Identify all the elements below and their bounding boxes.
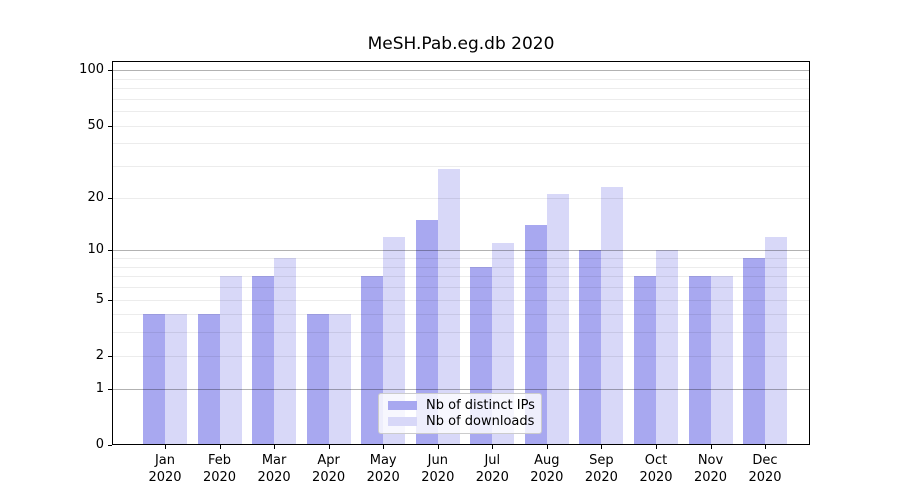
- y-tick-label: 2: [95, 347, 104, 363]
- bar-nb-of-downloads-nov: [710, 276, 733, 445]
- x-tick: [546, 445, 548, 449]
- gridline-minor: [112, 266, 810, 268]
- x-tick: [328, 445, 330, 449]
- gridline-minor: [112, 286, 810, 288]
- legend-label-downloads: Nb of downloads: [426, 414, 535, 430]
- x-tick: [437, 445, 439, 449]
- plot-area: Nb of distinct IPs Nb of downloads 0 1 2 5 1…: [79, 61, 810, 485]
- x-tick-label-oct: Oct 2020: [639, 453, 673, 485]
- x-tick: [656, 445, 657, 449]
- y-tick: [108, 70, 112, 72]
- y-tick: [108, 197, 112, 199]
- chart-title: MeSH.Pab.eg.db 2020: [367, 34, 555, 54]
- x-tick: [165, 445, 166, 449]
- x-tick: [710, 445, 712, 449]
- bar-nb-of-distinct-ips-feb: [197, 314, 220, 445]
- x-tick-label-sep: Sep 2020: [584, 453, 618, 485]
- legend-swatch-downloads: [388, 417, 417, 427]
- legend-swatch-distinct-ips: [388, 400, 417, 410]
- gridline-minor: [112, 125, 810, 127]
- x-tick: [383, 445, 385, 449]
- y-tick-label: 0: [95, 437, 104, 452]
- gridline-minor: [112, 78, 810, 80]
- y-tick-label: 20: [87, 189, 104, 205]
- y-tick-label: 1: [95, 380, 104, 396]
- gridline-minor: [112, 166, 810, 168]
- x-tick-label-jul: Jul 2020: [475, 453, 509, 485]
- x-tick: [219, 445, 221, 449]
- bar-nb-of-downloads-sep: [601, 186, 624, 445]
- legend-label-distinct-ips: Nb of distinct IPs: [426, 397, 535, 413]
- x-tick-label-nov: Nov 2020: [693, 453, 728, 485]
- y-tick-label: 10: [87, 242, 104, 258]
- x-tick: [274, 445, 276, 449]
- bar-nb-of-downloads-jan: [165, 314, 187, 445]
- x-tick-label-dec: Dec 2020: [748, 453, 782, 485]
- gridline-minor: [112, 258, 810, 259]
- bar-nb-of-distinct-ips-jan: [143, 314, 165, 445]
- bar-nb-of-distinct-ips-dec: [743, 258, 766, 445]
- x-tick-label-jun: Jun 2020: [421, 453, 455, 485]
- gridline-minor: [112, 276, 810, 278]
- legend-entry-downloads: Nb of downloads: [388, 414, 535, 430]
- bar-nb-of-distinct-ips-oct: [633, 276, 656, 445]
- bar-nb-of-downloads-dec: [765, 236, 788, 445]
- x-tick-label-apr: Apr 2020: [312, 453, 346, 485]
- bar-nb-of-downloads-feb: [219, 276, 242, 445]
- bar-nb-of-downloads-mar: [274, 258, 297, 445]
- y-tick: [108, 125, 112, 127]
- x-tick-label-may: May 2020: [366, 453, 400, 485]
- y-tick: [108, 445, 112, 446]
- bar-nb-of-downloads-may: [383, 236, 406, 445]
- y-tick-label: 50: [87, 117, 104, 133]
- x-tick-label-jan: Jan 2020: [148, 453, 182, 485]
- bar-nb-of-distinct-ips-aug: [524, 225, 547, 445]
- gridline-minor: [112, 98, 810, 100]
- gridline-minor: [112, 332, 810, 334]
- gridline-minor: [112, 299, 810, 301]
- y-tick-label: 5: [95, 291, 104, 307]
- bar-nb-of-downloads-oct: [655, 250, 678, 445]
- y-tick: [108, 250, 112, 252]
- legend-entry-distinct-ips: Nb of distinct IPs: [388, 397, 535, 413]
- legend: Nb of distinct IPs Nb of downloads: [378, 393, 542, 434]
- gridline-major: [112, 388, 810, 390]
- gridline-minor: [112, 143, 810, 145]
- bar-nb-of-distinct-ips-apr: [306, 314, 329, 445]
- gridline-minor: [112, 111, 810, 113]
- bar-nb-of-distinct-ips-jun: [415, 219, 438, 445]
- gridline-minor: [112, 197, 810, 199]
- x-tick: [765, 445, 766, 449]
- bar-nb-of-distinct-ips-sep: [579, 250, 602, 445]
- x-tick: [492, 445, 494, 449]
- gridline-major: [112, 250, 810, 252]
- x-tick-label-mar: Mar 2020: [257, 453, 291, 485]
- y-tick: [108, 388, 112, 390]
- y-tick-label: 100: [79, 62, 104, 78]
- bar-nb-of-distinct-ips-mar: [252, 276, 275, 445]
- bar-nb-of-distinct-ips-nov: [688, 276, 711, 445]
- y-tick: [108, 299, 112, 301]
- bar-nb-of-downloads-apr: [328, 314, 351, 445]
- bar-nb-of-downloads-aug: [546, 193, 569, 445]
- bar-nb-of-downloads-jun: [437, 168, 460, 445]
- x-tick-label-feb: Feb 2020: [202, 453, 237, 485]
- bar-nb-of-distinct-ips-may: [361, 276, 384, 445]
- y-tick: [108, 355, 112, 357]
- gridline-major: [112, 70, 810, 72]
- gridline-minor: [112, 355, 810, 357]
- gridline-minor: [112, 314, 810, 316]
- x-tick: [601, 445, 603, 449]
- x-tick-label-aug: Aug 2020: [530, 453, 564, 485]
- gridline-minor: [112, 88, 810, 89]
